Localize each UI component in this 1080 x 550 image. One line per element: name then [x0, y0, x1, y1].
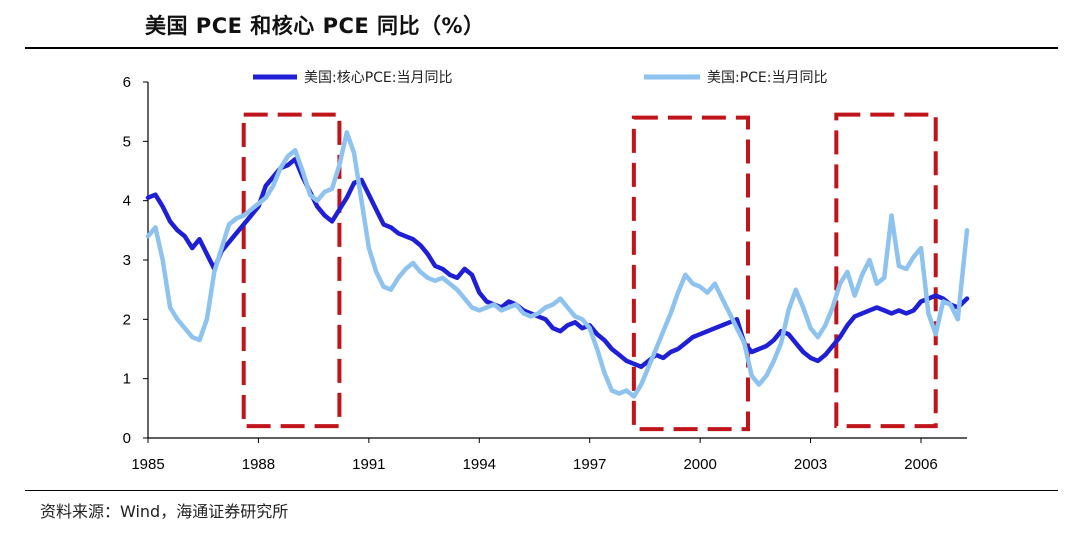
x-tick-label: 2006 — [904, 456, 937, 473]
legend-label-pce: 美国:PCE:当月同比 — [707, 70, 828, 86]
chart-legend: 美国:核心PCE:当月同比 美国:PCE:当月同比 — [253, 70, 828, 86]
series-line-pce — [145, 130, 970, 399]
highlight-box — [631, 115, 750, 432]
source-divider — [25, 490, 1058, 491]
y-tick-label: 5 — [123, 133, 131, 150]
y-tick-label: 1 — [123, 371, 131, 388]
series-lines — [145, 130, 970, 399]
y-tick-label: 2 — [123, 311, 131, 328]
series-line-core-pce — [145, 156, 970, 370]
highlight-box — [834, 112, 938, 429]
y-tick-label: 4 — [123, 193, 131, 210]
source-note: 资料来源：Wind，海通证券研究所 — [40, 502, 289, 521]
highlight-box — [241, 112, 342, 429]
highlight-boxes — [241, 112, 938, 432]
x-tick-label: 2003 — [794, 456, 827, 473]
x-tick-label: 2000 — [683, 456, 716, 473]
x-tick-label: 1988 — [242, 456, 275, 473]
y-tick-label: 3 — [123, 252, 131, 269]
legend-label-core: 美国:核心PCE:当月同比 — [304, 70, 453, 86]
title-divider — [25, 47, 1058, 49]
chart-title: 美国 PCE 和核心 PCE 同比（%） — [145, 14, 485, 38]
x-tick-label: 1994 — [463, 456, 496, 473]
x-tick-label: 1997 — [573, 456, 606, 473]
chart-axes: 0 1 2 3 4 5 6 1985 1988 1991 1994 1997 2000 2003 2006 — [123, 74, 967, 473]
y-tick-label: 6 — [123, 74, 131, 91]
y-tick-label: 0 — [123, 430, 131, 447]
x-tick-label: 1985 — [131, 456, 164, 473]
x-tick-label: 1991 — [352, 456, 385, 473]
